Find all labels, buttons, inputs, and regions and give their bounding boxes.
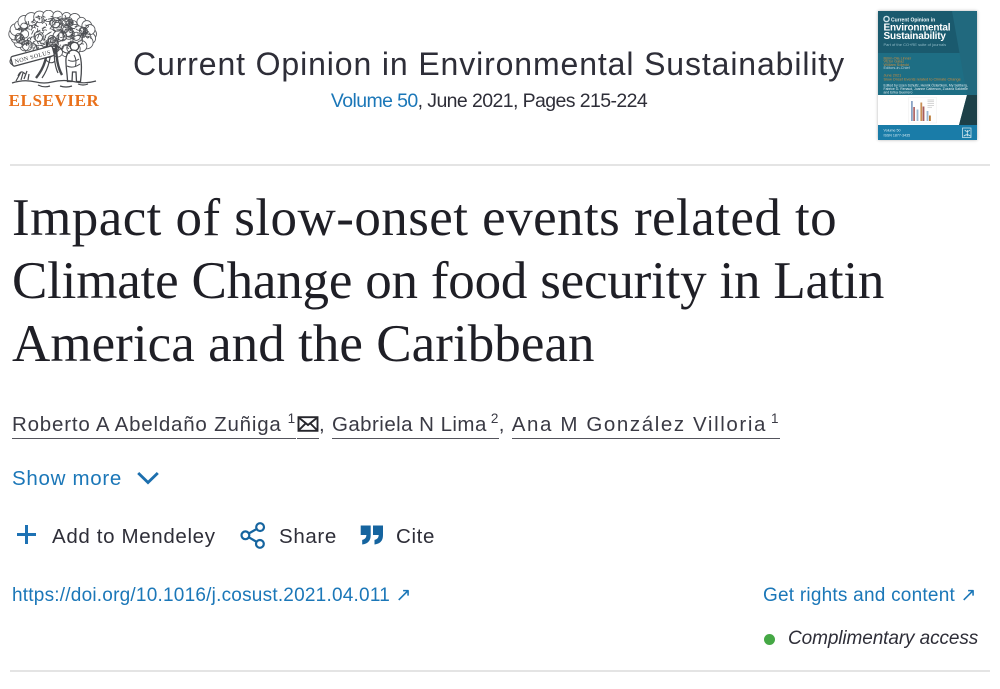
svg-text:Björn-Ola Linnér: Björn-Ola Linnér — [884, 56, 912, 60]
svg-text:Sustainability: Sustainability — [884, 31, 947, 42]
svg-text:Part of the CO+RE suite of jou: Part of the CO+RE suite of journals — [884, 42, 947, 47]
svg-text:Volume 50: Volume 50 — [884, 129, 901, 133]
svg-text:ISSN 1877-3435: ISSN 1877-3435 — [884, 134, 911, 138]
svg-text:William Solecki: William Solecki — [884, 63, 910, 67]
svg-text:Edited by Lisen Schultz, Henri: Edited by Lisen Schultz, Henrik Österblo… — [884, 84, 968, 88]
svg-text:Slow Onset Events related to C: Slow Onset Events related to Climate Cha… — [884, 78, 961, 82]
svg-text:Current Opinion in: Current Opinion in — [891, 18, 935, 24]
svg-text:Victor Galaz: Victor Galaz — [884, 60, 905, 64]
svg-text:and Erika Guerrero: and Erika Guerrero — [884, 91, 913, 95]
svg-text:Editors-in-Chief: Editors-in-Chief — [884, 66, 911, 70]
svg-text:Environmental: Environmental — [884, 23, 951, 34]
svg-text:Fabrice G. Renaud, Joanne Catt: Fabrice G. Renaud, Joanne Catterson, Zuz… — [884, 87, 969, 91]
svg-text:June 2021: June 2021 — [884, 73, 902, 77]
